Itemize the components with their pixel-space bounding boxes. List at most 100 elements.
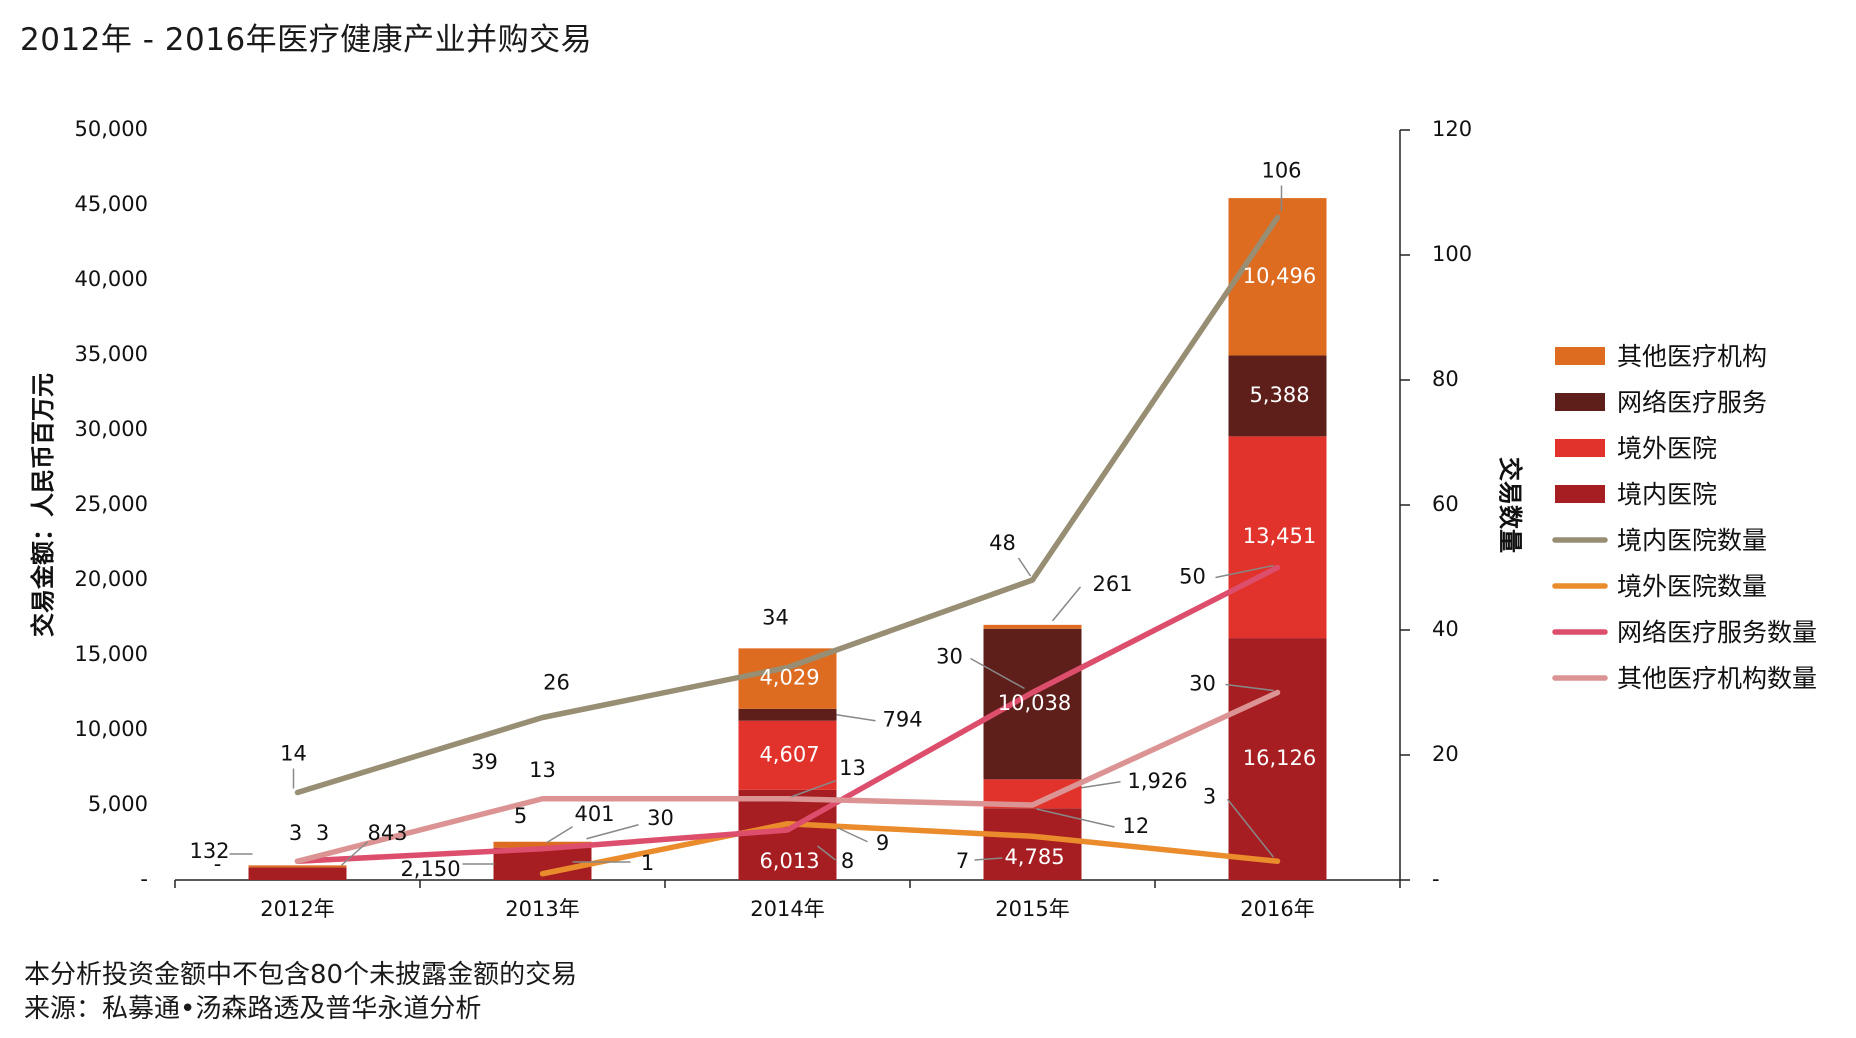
legend-label: 其他医疗机构数量 [1617,664,1817,693]
bar-value-label: 6,013 [759,849,819,873]
footnote-source: 来源：私募通•汤森路透及普华永道分析 [24,994,482,1024]
y-right-tick-label: 40 [1432,617,1459,641]
bar [1228,198,1327,356]
y-left-tick-label: 30,000 [75,417,148,441]
y-left-tick-label: 40,000 [75,267,148,291]
series-line [294,214,1281,796]
bar-value-label: 4,607 [759,742,819,766]
bar [1228,638,1327,880]
x-tick-label: 2014年 [750,897,824,921]
y-left-tick-label: 15,000 [75,642,148,666]
data-label: 106 [1261,159,1301,183]
data-label: 1,926 [1128,769,1188,793]
leader-line [586,824,639,840]
data-label: 30 [936,645,963,669]
y-left-tick-label: 10,000 [75,717,148,741]
y-right-tick-label: 100 [1432,242,1472,266]
bar-value-label: 4,029 [759,666,819,690]
data-label: 30 [647,806,674,830]
bar [248,865,347,868]
leader-line [1225,683,1274,692]
data-label: 3 [1203,784,1216,808]
bar [1228,436,1327,639]
legend-label: 网络医疗服务数量 [1617,618,1817,647]
leader-line [837,827,868,843]
leader-line [546,826,573,844]
y-left-tick-label: 5,000 [88,792,148,816]
data-label: 13 [529,758,556,782]
bar [983,808,1082,880]
leader-line [970,657,1025,690]
x-tick-label: 2016年 [1240,897,1314,921]
chart-title: 2012年 - 2016年医疗健康产业并购交易 [20,22,593,58]
y-left-tick-label: 35,000 [75,342,148,366]
legend-swatch [1555,347,1605,365]
data-label: 1 [641,851,654,875]
data-label: 401 [574,802,614,826]
leader-line [1036,808,1115,828]
y-right-tick-label: 80 [1432,367,1459,391]
data-label: 9 [876,831,889,855]
data-label: 30 [1189,672,1216,696]
data-label: 13 [839,756,866,780]
legend-label: 境内医院数量 [1617,526,1767,555]
series-line [294,564,1281,864]
leader-line [1051,586,1082,622]
x-tick-label: 2012年 [260,897,334,921]
bar-value-label: 10,038 [998,691,1071,715]
bar-value-label: 4,785 [1004,845,1064,869]
bar [248,867,347,880]
y-left-tick-label: 50,000 [75,117,148,141]
data-label: 3 [316,821,329,845]
legend-label: 境内医院 [1617,480,1717,509]
footnote: 本分析投资金额中不包含80个未披露金额的交易 来源：私募通•汤森路透及普华永道分… [24,958,577,1026]
bar-value-label: 16,126 [1243,746,1316,770]
data-label: 39 [471,750,498,774]
series-line [294,689,1281,864]
data-label: 794 [883,708,923,732]
bar-value-label: 10,496 [1243,264,1316,288]
leader-line [1017,557,1032,577]
data-label: 12 [1123,814,1150,838]
data-label: 5 [514,804,527,828]
y-left-tick-label: 20,000 [75,567,148,591]
y-left-axis-title: 交易金额：人民币百万元 [29,373,57,637]
y-right-tick-label: 120 [1432,117,1472,141]
bar [738,720,837,790]
leader-line [1081,781,1121,789]
data-label: 48 [989,531,1016,555]
footnote-exclusion: 本分析投资金额中不包含80个未披露金额的交易 [24,960,578,990]
legend-label: 境外医院数量 [1617,572,1767,601]
leader-line [791,780,836,798]
data-label: - [214,852,222,876]
data-label: 26 [543,671,570,695]
leader-line [817,845,836,861]
data-label: 843 [367,821,407,845]
data-label: 50 [1179,565,1206,589]
data-label: 2,150 [400,857,460,881]
y-left-tick-label: 25,000 [75,492,148,516]
leader-line [341,841,368,866]
legend-label: 境外医院 [1617,434,1717,463]
legend-label: 网络医疗服务 [1617,388,1767,417]
bar [983,628,1082,780]
leader-line [1226,798,1275,858]
x-tick-label: 2013年 [505,897,579,921]
data-label: 7 [956,849,969,873]
bar [983,624,1082,629]
bar [493,841,592,848]
series-line [539,821,1281,877]
legend-swatch [1555,439,1605,457]
bar [1228,355,1327,437]
legend-label: 其他医疗机构 [1617,342,1767,371]
bar [738,708,837,721]
leader-line [974,857,1003,861]
data-label: 132 [189,839,229,863]
y-right-tick-label: 60 [1432,492,1459,516]
data-label: 34 [762,605,789,629]
legend-swatch [1555,485,1605,503]
bar-value-label: 5,388 [1249,383,1309,407]
data-label: 261 [1093,572,1133,596]
y-left-tick-label: - [140,867,148,891]
